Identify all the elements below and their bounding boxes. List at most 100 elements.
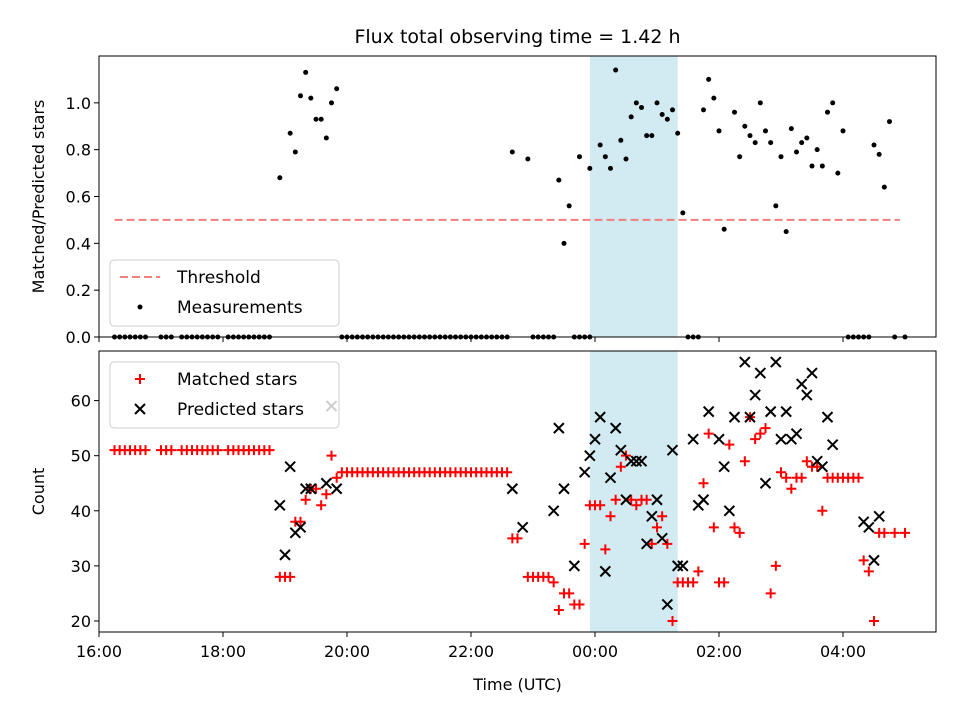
- data-point: [713, 433, 725, 445]
- data-point: [788, 126, 794, 132]
- data-point: [825, 109, 830, 115]
- data-point: [604, 472, 617, 484]
- axes-frame: [98, 350, 937, 633]
- data-point: [587, 165, 593, 171]
- data-point: [693, 566, 704, 577]
- data-point: [764, 405, 777, 418]
- data-point: [656, 532, 668, 545]
- data-point: [812, 461, 823, 472]
- data-point: [814, 147, 820, 153]
- y-tick-label: 50: [71, 447, 91, 466]
- data-point: [578, 466, 591, 478]
- data-point: [579, 538, 590, 549]
- data-point: [589, 433, 601, 445]
- data-point: [628, 114, 634, 120]
- data-point: [599, 565, 612, 578]
- data-point: [654, 100, 660, 106]
- x-tick-label: 00:00: [572, 642, 618, 661]
- data-point: [796, 472, 807, 483]
- data-point: [652, 522, 662, 533]
- data-point: [826, 438, 839, 451]
- data-point: [334, 86, 340, 92]
- data-point: [641, 494, 652, 505]
- data-point: [610, 494, 621, 505]
- data-point: [728, 411, 741, 423]
- highlight-span: [589, 351, 678, 632]
- data-point: [615, 461, 626, 472]
- data-point: [298, 93, 303, 99]
- data-point: [794, 149, 799, 155]
- series-measurements: [112, 67, 908, 340]
- data-point: [285, 571, 296, 582]
- data-point: [640, 538, 653, 550]
- data-point: [817, 505, 828, 516]
- data-point: [835, 170, 841, 176]
- data-point: [765, 588, 776, 599]
- data-point: [543, 571, 554, 582]
- data-point: [780, 405, 792, 418]
- data-point: [702, 405, 715, 418]
- data-point: [506, 483, 519, 495]
- data-point: [626, 494, 637, 505]
- data-point: [742, 123, 748, 129]
- data-point: [863, 521, 875, 534]
- x-tick-label: 22:00: [448, 642, 494, 661]
- data-point: [724, 439, 735, 450]
- y-axis-label: Count: [29, 468, 48, 516]
- data-point: [657, 511, 668, 522]
- data-point: [776, 467, 786, 478]
- data-point: [773, 203, 779, 209]
- data-point: [625, 455, 637, 467]
- series-predicted-stars: [274, 356, 885, 611]
- data-point: [869, 615, 879, 626]
- data-point: [755, 428, 766, 439]
- data-point: [644, 133, 650, 139]
- data-point: [873, 510, 885, 523]
- data-point: [303, 69, 309, 75]
- data-point: [816, 460, 829, 473]
- data-point: [768, 140, 774, 146]
- data-point: [757, 100, 763, 106]
- data-point: [621, 450, 631, 461]
- data-point: [608, 165, 613, 171]
- data-point: [666, 444, 679, 456]
- legend-swatch-predicted: [134, 403, 146, 415]
- data-point: [646, 538, 657, 549]
- data-point: [795, 378, 808, 390]
- data-point: [548, 577, 559, 588]
- highlight-span: [589, 56, 678, 337]
- data-point: [868, 554, 880, 567]
- data-point: [706, 76, 712, 82]
- data-point: [300, 494, 311, 505]
- data-point: [553, 604, 564, 615]
- y-tick-label: 0.6: [66, 188, 91, 207]
- data-point: [595, 500, 606, 511]
- data-point: [876, 151, 882, 157]
- x-tick-label: 04:00: [820, 642, 866, 661]
- data-point: [770, 560, 781, 571]
- data-point: [708, 522, 719, 533]
- data-point: [615, 444, 627, 456]
- legend-label: Matched stars: [177, 370, 297, 390]
- data-point: [605, 511, 616, 522]
- data-point: [770, 356, 782, 368]
- data-point: [597, 142, 603, 148]
- data-point: [737, 154, 743, 160]
- data-point: [763, 128, 768, 134]
- data-point: [284, 460, 296, 473]
- data-point: [292, 149, 298, 155]
- data-point: [646, 510, 658, 523]
- legend: Threshold Measurements: [109, 259, 340, 327]
- data-point: [858, 555, 869, 566]
- data-point: [671, 560, 684, 572]
- data-point: [759, 477, 772, 489]
- data-point: [600, 544, 611, 555]
- data-point: [277, 175, 283, 181]
- data-point: [264, 445, 275, 456]
- data-point: [509, 149, 515, 155]
- data-point: [830, 100, 836, 106]
- data-point: [316, 500, 327, 511]
- y-tick-label: 60: [71, 392, 91, 411]
- data-point: [711, 95, 717, 101]
